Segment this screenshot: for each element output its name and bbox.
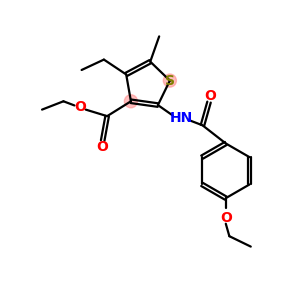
Text: O: O — [97, 140, 109, 154]
Circle shape — [124, 95, 137, 108]
Circle shape — [163, 74, 176, 87]
Text: S: S — [166, 74, 176, 88]
Text: HN: HN — [170, 111, 193, 125]
Text: O: O — [220, 211, 232, 225]
Text: O: O — [205, 88, 217, 103]
Text: O: O — [74, 100, 86, 114]
